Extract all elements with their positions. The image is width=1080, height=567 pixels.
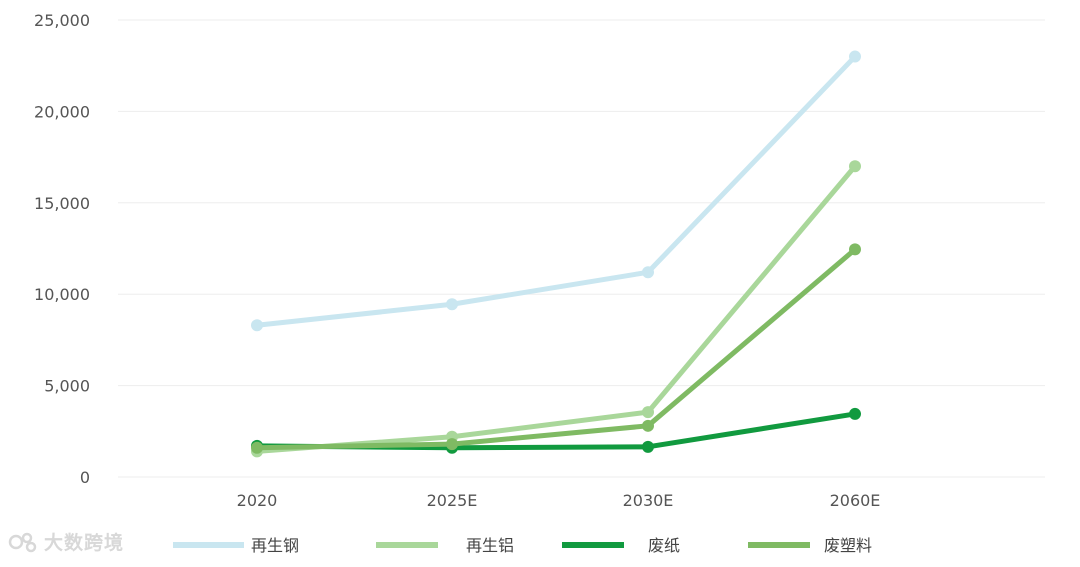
y-axis-tick-labels: 0 5,000 10,000 15,000 20,000 25,000 bbox=[34, 11, 90, 487]
x-axis-tick-labels: 2020 2025E 2030E 2060E bbox=[237, 491, 881, 510]
legend-label: 废纸 bbox=[648, 536, 680, 555]
data-point bbox=[642, 440, 654, 453]
watermark: 大数跨境 bbox=[8, 528, 124, 555]
legend: 再生钢 再生铝 废纸 废塑料 bbox=[173, 536, 872, 555]
data-point bbox=[251, 441, 263, 454]
series-group bbox=[251, 160, 861, 458]
data-point bbox=[642, 406, 654, 419]
data-point bbox=[849, 160, 861, 173]
x-tick-label: 2025E bbox=[427, 491, 478, 510]
legend-item: 废纸 bbox=[562, 536, 680, 555]
series-line bbox=[254, 246, 858, 451]
series-line bbox=[254, 54, 858, 328]
y-tick-label: 5,000 bbox=[44, 377, 90, 396]
y-tick-label: 25,000 bbox=[34, 11, 90, 30]
x-tick-label: 2020 bbox=[237, 491, 278, 510]
y-tick-label: 0 bbox=[80, 468, 90, 487]
y-tick-label: 15,000 bbox=[34, 194, 90, 213]
x-tick-label: 2060E bbox=[830, 491, 881, 510]
data-point bbox=[642, 419, 654, 432]
legend-item: 再生铝 bbox=[376, 536, 514, 555]
legend-item: 废塑料 bbox=[748, 536, 872, 555]
series-group bbox=[251, 243, 861, 454]
data-point bbox=[849, 407, 861, 420]
legend-label: 再生铝 bbox=[466, 536, 514, 555]
series-lines bbox=[251, 50, 861, 458]
data-point bbox=[849, 50, 861, 63]
legend-label: 再生钢 bbox=[251, 536, 299, 555]
legend-label: 废塑料 bbox=[824, 536, 872, 555]
data-point bbox=[446, 438, 458, 451]
data-point bbox=[251, 319, 263, 332]
series-line bbox=[254, 163, 858, 454]
series-group bbox=[251, 50, 861, 332]
watermark-logo-icon bbox=[8, 532, 37, 552]
y-tick-label: 10,000 bbox=[34, 285, 90, 304]
watermark-text: 大数跨境 bbox=[44, 532, 125, 554]
y-tick-label: 20,000 bbox=[34, 102, 90, 121]
grid-lines bbox=[118, 19, 1045, 478]
x-tick-label: 2030E bbox=[623, 491, 674, 510]
data-point bbox=[849, 243, 861, 256]
data-point bbox=[446, 298, 458, 311]
legend-item: 再生钢 bbox=[173, 536, 299, 555]
data-point bbox=[642, 266, 654, 279]
